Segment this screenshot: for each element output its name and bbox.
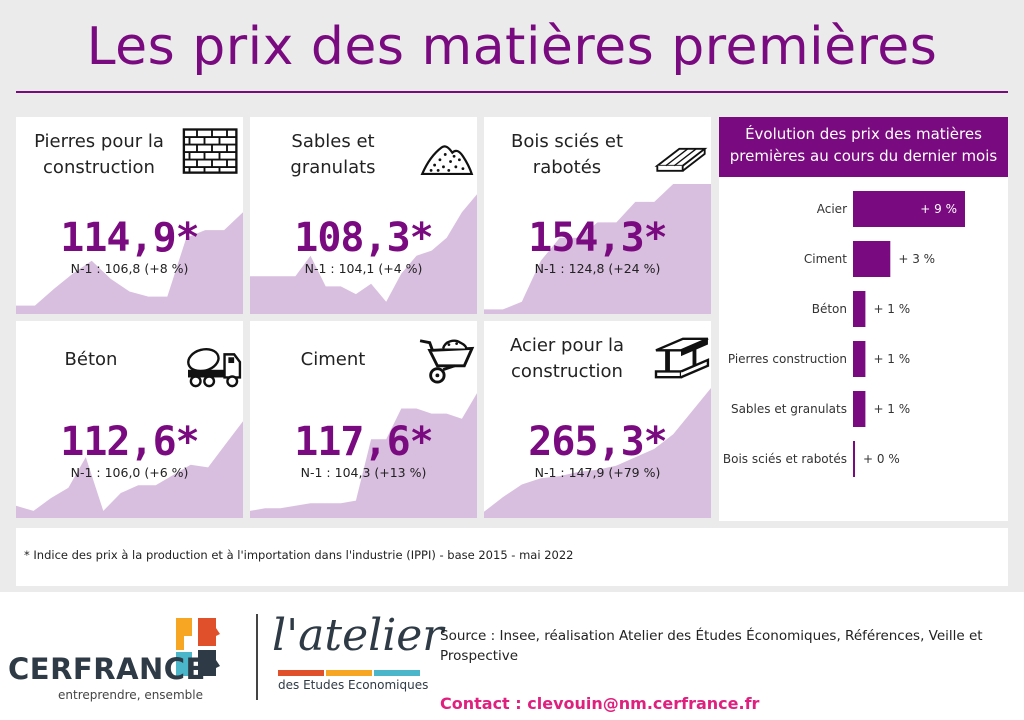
trend-area-chart xyxy=(250,194,477,314)
card-label-line: granulats xyxy=(290,157,376,178)
previous-year-comparison: N-1 : 124,8 (+24 %) xyxy=(534,261,661,276)
wheelbarrow-icon xyxy=(419,339,475,384)
index-value: 154,3* xyxy=(528,215,668,261)
card-label-line: construction xyxy=(511,361,623,382)
change-chart-title: Évolution des prix des matières première… xyxy=(719,117,1008,177)
trend-area-chart xyxy=(16,421,243,518)
bar-category-label: Ciment xyxy=(804,252,847,266)
card-label-line: construction xyxy=(43,157,155,178)
bar-category-label: Acier xyxy=(817,202,847,216)
bricks-icon xyxy=(182,128,238,174)
bar-value-label: + 0 % xyxy=(863,452,900,466)
trend-area xyxy=(16,212,243,314)
cerfrance-logo-icon xyxy=(176,618,220,676)
trend-area xyxy=(484,184,711,314)
cerfrance-name: CERFRANCE xyxy=(8,652,206,686)
card-label: Ciment xyxy=(250,347,416,373)
bar-category-label: Sables et granulats xyxy=(731,402,847,416)
bar xyxy=(853,341,866,377)
indicator-card: Acier pour la construction 265,3* N-1 : 147… xyxy=(484,321,711,518)
card-label: Béton xyxy=(16,347,166,373)
bar xyxy=(853,441,855,477)
previous-year-comparison: N-1 : 106,8 (+8 %) xyxy=(70,261,189,276)
card-label: Bois sciés et rabotés xyxy=(484,129,650,181)
wood-planks-icon xyxy=(654,147,708,172)
bar-category-label: Pierres construction xyxy=(728,352,847,366)
indicator-card: Béton 112,6* N-1 : 106,0 (+6 %) xyxy=(16,321,243,518)
trend-area-chart xyxy=(484,184,711,314)
change-bar-chart: Acier + 9 % Ciment + 3 % Béton + 1 % Pierres c… xyxy=(723,191,965,477)
steel-beam-icon xyxy=(654,337,710,379)
contact-line[interactable]: Contact : clevouin@nm.cerfrance.fr xyxy=(440,694,760,713)
bar xyxy=(853,291,866,327)
bar-category-label: Béton xyxy=(812,302,847,316)
indicator-card: Sables et granulats 108,3* N-1 : 104,1 (+4 … xyxy=(250,117,477,314)
previous-year-comparison: N-1 : 147,9 (+79 %) xyxy=(534,465,661,480)
sand-pile-icon xyxy=(420,145,474,176)
previous-year-comparison: N-1 : 104,1 (+4 %) xyxy=(304,261,423,276)
page-title: Les prix des matières premières xyxy=(86,17,938,77)
trend-area-chart xyxy=(16,212,243,314)
card-label-line: Ciment xyxy=(300,349,366,370)
indicator-card: Pierres pour la construction 114,9* N-1 : 1… xyxy=(16,117,243,314)
bar-value-label: + 3 % xyxy=(898,252,935,266)
bar-category-label: Bois sciés et rabotés xyxy=(723,452,847,466)
card-label-line: rabotés xyxy=(532,157,602,178)
bar-value-label: + 1 % xyxy=(873,352,910,366)
indicator-card: Ciment 117,6* N-1 : 104,3 (+13 %) xyxy=(250,321,477,518)
atelier-logo: l'atelier xyxy=(272,610,444,661)
trend-area xyxy=(16,421,243,518)
footnote: * Indice des prix à la production et à l… xyxy=(16,528,1008,586)
footer: CERFRANCE entreprendre, ensemble l'ateli… xyxy=(0,592,1024,720)
card-label-line: Bois sciés et xyxy=(510,131,624,152)
bar-value-label: + 9 % xyxy=(920,202,957,216)
indicator-card: Bois sciés et rabotés 154,3* N-1 : 124,8 (+… xyxy=(484,117,711,314)
bar xyxy=(853,241,891,277)
index-value: 114,9* xyxy=(60,215,200,261)
panel-title-line-2: premières au cours du dernier mois xyxy=(729,147,998,165)
index-value: 112,6* xyxy=(60,419,200,465)
card-label-line: Béton xyxy=(64,349,118,370)
card-label: Acier pour la construction xyxy=(484,333,650,385)
trend-area-chart xyxy=(250,393,477,518)
card-label-line: Pierres pour la xyxy=(34,131,164,152)
trend-area xyxy=(250,393,477,518)
footer-divider xyxy=(256,614,258,700)
bar-value-label: + 1 % xyxy=(873,302,910,316)
previous-year-comparison: N-1 : 104,3 (+13 %) xyxy=(300,465,427,480)
card-label: Sables et granulats xyxy=(250,129,416,181)
index-value: 108,3* xyxy=(294,215,434,261)
concrete-mixer-icon xyxy=(187,347,242,388)
card-label: Pierres pour la construction xyxy=(16,129,182,181)
trend-area xyxy=(250,194,477,314)
previous-year-comparison: N-1 : 106,0 (+6 %) xyxy=(70,465,189,480)
card-label-line: Sables et xyxy=(291,131,375,152)
bar xyxy=(853,391,866,427)
source-line-1: Source : Insee, réalisation Atelier des … xyxy=(440,628,983,644)
trend-area xyxy=(484,388,711,518)
bar xyxy=(853,191,965,227)
panel-title-line-1: Évolution des prix des matières xyxy=(745,125,982,143)
trend-area-chart xyxy=(484,388,711,518)
atelier-color-bar-icon xyxy=(278,670,420,676)
index-value: 265,3* xyxy=(528,419,668,465)
card-label-line: Acier pour la xyxy=(509,335,625,356)
atelier-subtitle: des Etudes Economiques xyxy=(278,678,429,692)
title-divider xyxy=(16,91,1008,93)
cerfrance-tagline: entreprendre, ensemble xyxy=(58,688,203,702)
index-value: 117,6* xyxy=(294,419,434,465)
source-line-2: Prospective xyxy=(440,648,519,664)
bar-value-label: + 1 % xyxy=(873,402,910,416)
